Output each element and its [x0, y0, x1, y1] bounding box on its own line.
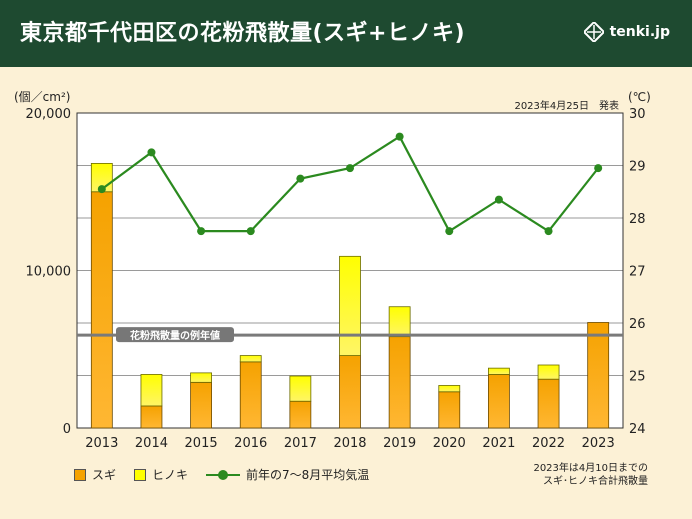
bar-hinoki-2018: [339, 255, 361, 356]
bar-sugi-2016: [239, 361, 262, 429]
bar-hinoki-2015: [190, 372, 212, 383]
temperature-point-2017: [296, 174, 305, 183]
legend-label-hinoki: ヒノキ: [152, 468, 189, 482]
bar-hinoki-2022: [537, 364, 560, 380]
y-right-tick: 26: [629, 317, 646, 332]
bar-sugi-2018: [339, 355, 361, 429]
y-right-unit: (℃): [628, 90, 651, 104]
footnote-line-1: 2023年は4月10日までの: [533, 463, 648, 474]
y-right-tick: 25: [629, 370, 646, 385]
bar-sugi-2019: [388, 336, 411, 429]
legend-label-temperature: 前年の7～8月平均気温: [246, 468, 370, 482]
bar-sugi-2022: [537, 378, 560, 429]
legend-label-sugi: スギ: [92, 468, 117, 482]
bar-hinoki-2014: [140, 374, 163, 407]
x-tick-2022: 2022: [532, 436, 565, 451]
tenki-logo-icon: [583, 22, 604, 42]
announcement-date: 2023年4月25日 発表: [514, 99, 619, 112]
tenki-logo: tenki.jp: [583, 22, 670, 42]
bar-hinoki-2016: [239, 355, 262, 363]
header-bar: 東京都千代田区の花粉飛散量(スギ+ヒノキ) tenki.jp: [0, 0, 692, 67]
x-tick-2020: 2020: [433, 436, 466, 451]
bar-hinoki-2020: [438, 385, 461, 393]
y-left-tick: 20,000: [26, 107, 72, 122]
legend-swatch-hinoki: [134, 468, 147, 481]
logo-text: tenki.jp: [609, 24, 670, 40]
y-left-tick: 10,000: [26, 265, 72, 280]
bar-sugi-2020: [438, 391, 461, 429]
bar-sugi-2015: [190, 381, 212, 429]
x-tick-2019: 2019: [383, 436, 416, 451]
temperature-point-2021: [494, 195, 503, 204]
bar-sugi-2014: [140, 405, 163, 429]
temperature-point-2018: [346, 164, 354, 173]
x-tick-2013: 2013: [85, 436, 118, 451]
temperature-point-2014: [147, 148, 156, 157]
bar-hinoki-2017: [289, 375, 312, 402]
y-right-tick: 30: [629, 107, 646, 122]
footnote-line-2: スギ･ヒノキ合計飛散量: [543, 476, 648, 487]
average-label: 花粉飛散量の例年値: [130, 329, 220, 342]
pollen-chart: 花粉飛散量の例年値 0 10,000 20,000 24 25 26 27 28 29 30 201…: [14, 90, 651, 451]
legend-swatch-sugi: [74, 468, 86, 481]
legend-item-temperature: 前年の7～8月平均気温: [206, 466, 369, 483]
legend-item-hinoki: ヒノキ: [134, 466, 188, 483]
bar-sugi-2021: [488, 374, 510, 429]
x-tick-2017: 2017: [284, 436, 317, 451]
bar-sugi-2017: [289, 400, 312, 429]
temperature-point-2015: [197, 227, 206, 236]
legend-item-sugi: スギ: [74, 466, 116, 483]
x-tick-2018: 2018: [333, 436, 366, 451]
y-right-tick: 29: [629, 160, 646, 175]
x-tick-2023: 2023: [582, 436, 615, 451]
x-tick-2021: 2021: [482, 436, 515, 451]
bar-hinoki-2019: [388, 306, 411, 338]
y-right-tick: 28: [629, 212, 646, 227]
bar-sugi-2013: [90, 191, 113, 429]
x-tick-2014: 2014: [135, 436, 168, 451]
temperature-point-2016: [246, 227, 255, 236]
x-tick-2015: 2015: [185, 436, 218, 451]
y-right-tick: 27: [629, 265, 646, 280]
average-label-bg: [116, 327, 234, 343]
temperature-point-2019: [395, 132, 404, 141]
chart-title: 東京都千代田区の花粉飛散量(スギ+ヒノキ): [20, 21, 466, 46]
legend-line-temperature: [206, 469, 241, 481]
x-tick-2016: 2016: [234, 436, 267, 451]
y-left-tick: 0: [63, 422, 71, 437]
y-right-tick: 24: [629, 422, 646, 437]
y-left-unit: (個／cm²): [14, 90, 70, 104]
legend: スギ ヒノキ 前年の7～8月平均気温: [74, 466, 369, 483]
temperature-point-2023: [594, 164, 603, 173]
temperature-point-2020: [445, 227, 454, 236]
bar-hinoki-2021: [488, 367, 510, 375]
temperature-point-2022: [544, 227, 553, 236]
bar-sugi-2023: [587, 322, 610, 429]
footnote: 2023年は4月10日までの スギ･ヒノキ合計飛散量: [533, 462, 648, 488]
temperature-point-2013: [97, 185, 106, 194]
